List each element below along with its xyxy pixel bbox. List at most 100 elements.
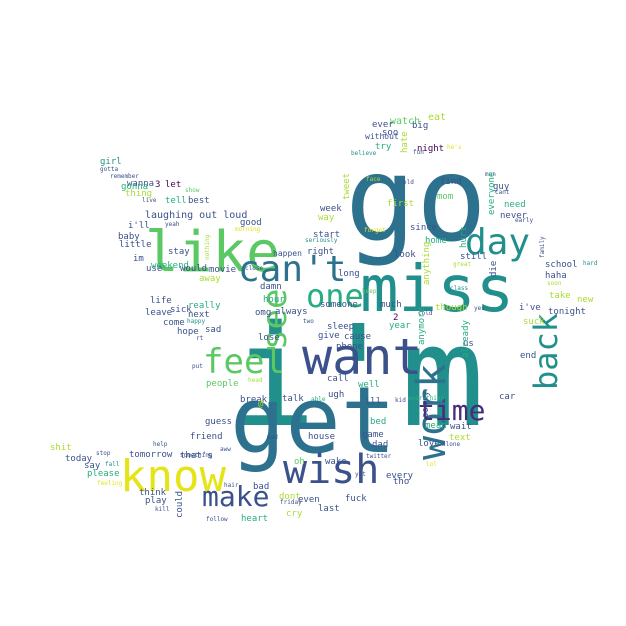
cloud-word: since xyxy=(410,223,438,233)
cloud-word: anymore xyxy=(417,307,427,345)
cloud-word: suck xyxy=(523,317,545,327)
cloud-word: next xyxy=(188,310,210,320)
cloud-word: new xyxy=(577,295,594,305)
cloud-word: really xyxy=(188,301,221,311)
cloud-word: bed xyxy=(370,417,387,427)
cloud-word: im xyxy=(133,254,144,264)
cloud-word: already xyxy=(461,320,471,358)
cloud-word: say xyxy=(84,461,101,471)
cloud-word: kill xyxy=(155,506,170,513)
cloud-word: laughing out loud xyxy=(145,210,248,221)
cloud-word: every xyxy=(386,471,414,481)
cloud-word: seriously xyxy=(305,237,338,244)
cloud-word: mad xyxy=(267,434,278,441)
cloud-word: well xyxy=(358,380,380,390)
cloud-word: tonight xyxy=(548,307,586,317)
cloud-word: know xyxy=(120,451,226,502)
cloud-word: time xyxy=(418,394,486,427)
cloud-word: follow xyxy=(206,516,228,523)
cloud-word: look xyxy=(394,250,416,260)
cloud-word: last xyxy=(318,504,340,514)
cloud-word: phone xyxy=(336,342,364,352)
cloud-word: start xyxy=(313,230,341,240)
cloud-word: tell xyxy=(165,196,187,206)
cloud-word: guess xyxy=(205,417,233,427)
cloud-word: happy xyxy=(187,318,206,325)
cloud-word: fuck xyxy=(345,494,367,504)
cloud-word: @ xyxy=(258,399,264,409)
cloud-word: two xyxy=(303,318,314,325)
cloud-word: find xyxy=(440,177,462,187)
cloud-word: tho xyxy=(393,477,410,487)
cloud-word: though xyxy=(435,303,468,313)
cloud-word: friend xyxy=(190,432,223,442)
cloud-word: today xyxy=(65,454,93,464)
cloud-word: man xyxy=(485,171,496,178)
cloud-word: school xyxy=(545,260,578,270)
cloud-word: feeling xyxy=(97,480,123,487)
cloud-word: happen xyxy=(273,249,302,258)
cloud-word: gonna xyxy=(121,182,149,192)
cloud-word: soo xyxy=(382,128,399,138)
cloud-word: hair xyxy=(224,482,239,489)
cloud-word: eat xyxy=(428,112,447,123)
cloud-word: weekend xyxy=(151,261,189,271)
cloud-word: haha xyxy=(545,271,567,281)
cloud-word: let xyxy=(165,180,182,190)
cloud-word: family xyxy=(539,236,546,258)
cloud-word: gotta xyxy=(100,166,119,173)
cloud-word: end xyxy=(520,351,537,361)
cloud-word: little xyxy=(119,240,152,250)
cloud-word: stop xyxy=(96,450,111,457)
cloud-word: alone xyxy=(442,441,461,448)
cloud-word: without xyxy=(365,132,399,141)
cloud-word: take xyxy=(549,291,571,301)
cloud-word: live xyxy=(142,197,157,204)
cloud-word: something xyxy=(180,452,213,459)
cloud-word: people xyxy=(206,379,239,389)
cloud-word: hour xyxy=(263,295,285,305)
cloud-word: like xyxy=(145,220,280,285)
cloud-word: guy xyxy=(493,182,510,192)
cloud-word: cold xyxy=(418,310,433,317)
cloud-word: long xyxy=(338,269,360,279)
cloud-word: year xyxy=(389,321,411,331)
cloud-word: play xyxy=(145,496,167,506)
cloud-word: go xyxy=(345,130,488,268)
cloud-word: aww xyxy=(220,446,231,453)
cloud-word: want xyxy=(302,328,423,386)
cloud-word: cant xyxy=(495,189,510,196)
cloud-word: come xyxy=(163,318,185,328)
cloud-word: omg xyxy=(255,308,272,318)
cloud-word: yet xyxy=(355,471,366,478)
cloud-word: first xyxy=(387,199,415,209)
cloud-word: hurt xyxy=(459,226,469,248)
cloud-word: can't xyxy=(238,249,347,290)
cloud-word: 3 xyxy=(155,180,161,190)
cloud-word: night xyxy=(417,144,445,154)
cloud-word: use xyxy=(146,264,163,274)
cloud-word: anything xyxy=(422,241,432,285)
cloud-word: need xyxy=(504,200,526,210)
cloud-word: sick xyxy=(170,305,192,315)
cloud-word: wake xyxy=(325,457,347,467)
cloud-word: think xyxy=(139,488,167,498)
cloud-word: much xyxy=(380,300,402,310)
cloud-word: one xyxy=(306,277,364,315)
cloud-word: cause xyxy=(344,332,372,342)
cloud-word: class xyxy=(450,285,469,292)
cloud-word: nothing xyxy=(204,234,211,260)
cloud-word: tweet xyxy=(342,172,352,200)
cloud-word: mom xyxy=(437,192,454,202)
cloud-word: good xyxy=(240,218,262,228)
cloud-word: he's xyxy=(447,144,462,151)
cloud-word: us xyxy=(463,339,474,349)
cloud-word: someone xyxy=(320,300,358,310)
cloud-word: miss xyxy=(360,253,515,327)
cloud-word: sleep xyxy=(327,322,355,332)
cloud-word: lol xyxy=(426,461,437,468)
cloud-word: i'll xyxy=(128,221,150,231)
cloud-word: sorry xyxy=(421,390,431,418)
cloud-word: try xyxy=(375,142,392,152)
